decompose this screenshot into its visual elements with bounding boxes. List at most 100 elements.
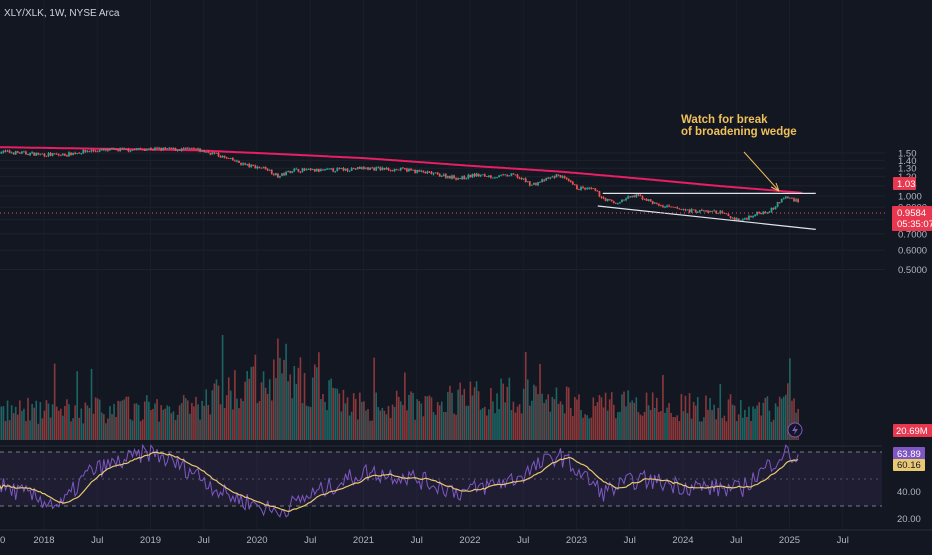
header-interval: 1W: [49, 8, 65, 19]
volume-bar: [425, 396, 427, 440]
volume-bar: [330, 379, 332, 440]
time-label: 2018: [33, 535, 54, 546]
volume-bar: [60, 409, 62, 440]
candle-body: [445, 174, 447, 177]
volume-bar: [654, 408, 656, 440]
header-symbol[interactable]: XLY/XLK, 1W, NYSE Arca: [4, 8, 120, 19]
candle-body: [46, 156, 48, 157]
volume-bar: [513, 402, 515, 440]
volume-bar: [72, 418, 74, 440]
candle-body: [160, 148, 162, 150]
candle-body: [689, 209, 691, 211]
volume-bar: [179, 405, 181, 440]
volume-bar: [769, 411, 771, 440]
candle-body: [570, 181, 572, 182]
volume-bar: [535, 386, 537, 440]
volume-bar: [496, 393, 498, 440]
candle-body: [613, 201, 615, 203]
candle-body: [392, 170, 394, 171]
volume-bar: [683, 411, 685, 440]
volume-bar: [392, 405, 394, 440]
volume-bar: [173, 411, 175, 440]
candle-body: [750, 216, 752, 217]
volume-bar: [713, 405, 715, 440]
header-symbol-name: XLY/XLK: [4, 8, 44, 19]
volume-bar: [754, 409, 756, 440]
candle-body: [787, 197, 789, 198]
volume-bar: [185, 398, 187, 440]
candle-body: [203, 150, 205, 152]
volume-bar: [470, 381, 472, 440]
candle-body: [373, 168, 375, 170]
candle-body: [678, 209, 680, 210]
candle-body: [517, 175, 519, 178]
candle-body: [646, 199, 648, 201]
annotation-line-2[interactable]: of broadening wedge: [681, 126, 797, 138]
volume-bar: [336, 389, 338, 440]
volume-bar: [642, 416, 644, 440]
volume-bar: [758, 402, 760, 440]
candle-body: [599, 191, 601, 196]
candle-body: [189, 148, 191, 149]
candle-body: [703, 211, 705, 212]
candle-body: [336, 168, 338, 171]
candle-body: [127, 149, 129, 151]
candle-body: [568, 179, 570, 181]
candle-body: [578, 189, 580, 190]
volume-bar: [367, 409, 369, 440]
candle-body: [762, 212, 764, 214]
volume-bar: [298, 368, 300, 440]
candle-body: [287, 171, 289, 172]
candle-body: [451, 176, 453, 179]
volume-bar: [302, 403, 304, 440]
rsi-ma-label: 60.16: [897, 460, 921, 471]
volume-bar: [607, 411, 609, 440]
volume-bar: [762, 403, 764, 440]
candle-body: [496, 177, 498, 178]
volume-bar: [187, 400, 189, 440]
candle-body: [37, 153, 39, 155]
annotation-line-1[interactable]: Watch for break: [681, 114, 768, 126]
volume-bar: [570, 408, 572, 440]
candle-body: [277, 173, 279, 177]
volume-bar: [255, 355, 257, 440]
candle-body: [355, 169, 357, 170]
volume-bar: [363, 401, 365, 440]
volume-bar: [384, 411, 386, 440]
candle-body: [617, 203, 619, 204]
volume-bar: [220, 404, 222, 440]
candle-body: [170, 148, 172, 149]
volume-bar: [126, 397, 128, 440]
volume-bar: [433, 412, 435, 440]
volume-bar: [44, 411, 46, 440]
volume-bar: [549, 412, 551, 440]
candle-body: [279, 176, 281, 177]
candle-body: [68, 152, 70, 156]
volume-bar: [191, 403, 193, 440]
candle-body: [584, 188, 586, 189]
volume-bar: [717, 408, 719, 440]
volume-bar: [699, 421, 701, 440]
candle-body: [347, 169, 349, 171]
volume-bar: [431, 397, 433, 440]
volume-bar: [257, 403, 259, 440]
volume-bar: [343, 390, 345, 440]
candle-body: [414, 170, 416, 173]
candle-body: [510, 173, 512, 175]
volume-bar: [236, 399, 238, 440]
candle-body: [173, 148, 175, 149]
candle-body: [250, 165, 252, 167]
volume-bar: [359, 393, 361, 440]
volume-bar: [240, 399, 242, 440]
volume-bar: [115, 417, 117, 440]
candle-body: [199, 149, 201, 152]
candle-body: [13, 153, 15, 154]
volume-bar: [54, 364, 56, 440]
candle-body: [31, 152, 33, 153]
candle-body: [193, 148, 195, 149]
candle-body: [779, 202, 781, 203]
volume-bar: [277, 339, 279, 440]
volume-bar: [572, 416, 574, 440]
volume-bar: [246, 371, 248, 440]
